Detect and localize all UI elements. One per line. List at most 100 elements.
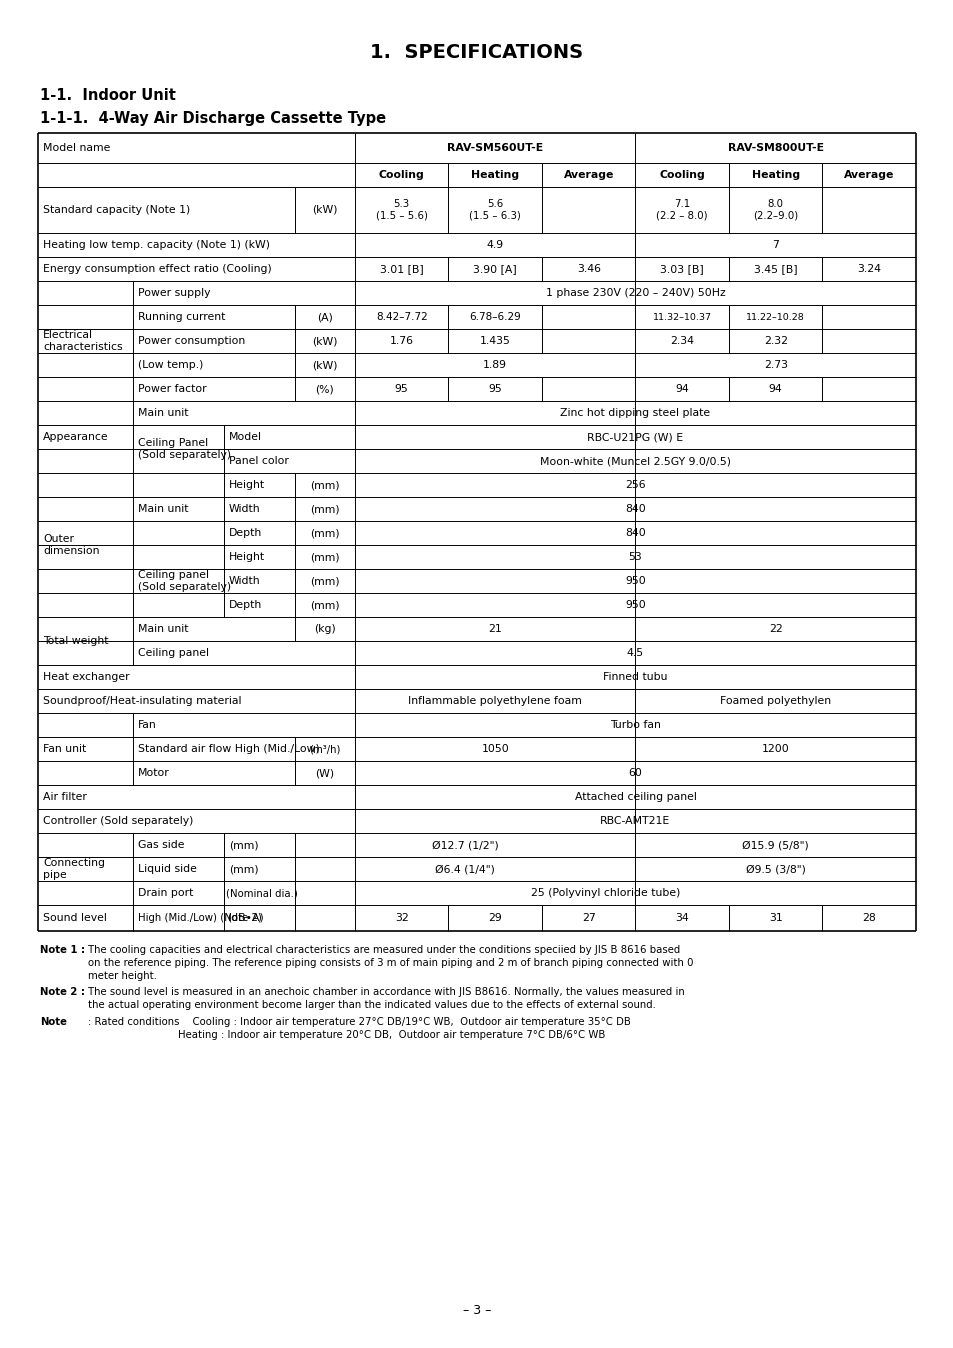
Text: (mm): (mm) (229, 840, 258, 851)
Text: 3.24: 3.24 (857, 264, 881, 274)
Text: 11.32–10.37: 11.32–10.37 (652, 313, 711, 322)
Text: 3.46: 3.46 (577, 264, 600, 274)
Text: 5.6
(1.5 – 6.3): 5.6 (1.5 – 6.3) (469, 200, 520, 221)
Text: Running current: Running current (138, 311, 225, 322)
Text: 256: 256 (624, 480, 645, 491)
Text: 28: 28 (862, 913, 875, 923)
Text: (mm): (mm) (310, 551, 339, 562)
Text: Electrical
characteristics: Electrical characteristics (43, 330, 123, 352)
Text: Height: Height (229, 480, 265, 491)
Text: (dB•A): (dB•A) (227, 913, 263, 923)
Text: 1-1.  Indoor Unit: 1-1. Indoor Unit (40, 88, 175, 102)
Text: 7: 7 (772, 240, 779, 249)
Text: Soundproof/Heat-insulating material: Soundproof/Heat-insulating material (43, 696, 241, 706)
Text: (mm): (mm) (310, 600, 339, 611)
Text: High (Mid./Low) (Note 2): High (Mid./Low) (Note 2) (138, 913, 262, 923)
Text: Controller (Sold separately): Controller (Sold separately) (43, 816, 193, 826)
Text: (kW): (kW) (312, 205, 337, 214)
Text: Width: Width (229, 504, 260, 514)
Text: Ø6.4 (1/4"): Ø6.4 (1/4") (435, 864, 495, 874)
Text: Ø12.7 (1/2"): Ø12.7 (1/2") (432, 840, 498, 851)
Text: 1.435: 1.435 (479, 336, 510, 346)
Text: on the reference piping. The reference piping consists of 3 m of main piping and: on the reference piping. The reference p… (88, 958, 693, 968)
Text: 2.32: 2.32 (763, 336, 787, 346)
Text: Motor: Motor (138, 768, 170, 778)
Text: Main unit: Main unit (138, 408, 189, 418)
Text: 1-1-1.  4-Way Air Discharge Cassette Type: 1-1-1. 4-Way Air Discharge Cassette Type (40, 111, 386, 125)
Text: Gas side: Gas side (138, 840, 184, 851)
Text: Ceiling Panel
(Sold separately): Ceiling Panel (Sold separately) (138, 438, 231, 460)
Text: Width: Width (229, 576, 260, 586)
Text: (Nominal dia.): (Nominal dia.) (226, 888, 297, 898)
Text: Heating : Indoor air temperature 20°C DB,  Outdoor air temperature 7°C DB/6°C WB: Heating : Indoor air temperature 20°C DB… (178, 1030, 605, 1041)
Text: The sound level is measured in an anechoic chamber in accordance with JIS B8616.: The sound level is measured in an anecho… (88, 987, 684, 998)
Text: Cooling: Cooling (659, 170, 704, 181)
Text: Outer
dimension: Outer dimension (43, 534, 99, 555)
Text: 840: 840 (624, 528, 645, 538)
Text: 32: 32 (395, 913, 408, 923)
Text: 1 phase 230V (220 – 240V) 50Hz: 1 phase 230V (220 – 240V) 50Hz (545, 288, 724, 298)
Text: Power factor: Power factor (138, 384, 207, 394)
Text: 1200: 1200 (761, 744, 789, 754)
Text: 1.76: 1.76 (390, 336, 414, 346)
Text: Ceiling panel
(Sold separately): Ceiling panel (Sold separately) (138, 570, 231, 592)
Text: 95: 95 (488, 384, 501, 394)
Text: 3.90 [A]: 3.90 [A] (473, 264, 517, 274)
Text: 1.  SPECIFICATIONS: 1. SPECIFICATIONS (370, 43, 583, 62)
Text: (kg): (kg) (314, 624, 335, 634)
Text: 8.42–7.72: 8.42–7.72 (375, 311, 427, 322)
Text: (W): (W) (315, 768, 335, 778)
Text: 1050: 1050 (481, 744, 509, 754)
Text: Average: Average (563, 170, 614, 181)
Text: Note 2 :: Note 2 : (40, 987, 85, 998)
Text: 950: 950 (624, 576, 645, 586)
Text: 4.5: 4.5 (626, 648, 643, 658)
Text: 6.78–6.29: 6.78–6.29 (469, 311, 520, 322)
Text: 21: 21 (488, 624, 501, 634)
Text: 60: 60 (628, 768, 641, 778)
Text: Finned tubu: Finned tubu (602, 673, 667, 682)
Text: (Low temp.): (Low temp.) (138, 360, 203, 369)
Text: Model: Model (229, 431, 262, 442)
Text: Fan unit: Fan unit (43, 744, 86, 754)
Text: (mm): (mm) (229, 864, 258, 874)
Text: Standard air flow High (Mid./Low): Standard air flow High (Mid./Low) (138, 744, 319, 754)
Text: Power supply: Power supply (138, 288, 211, 298)
Text: Energy consumption effect ratio (Cooling): Energy consumption effect ratio (Cooling… (43, 264, 272, 274)
Text: (mm): (mm) (310, 576, 339, 586)
Text: Height: Height (229, 551, 265, 562)
Text: RAV-SM560UT-E: RAV-SM560UT-E (447, 143, 543, 154)
Text: 27: 27 (581, 913, 595, 923)
Text: 3.03 [B]: 3.03 [B] (659, 264, 703, 274)
Text: Fan: Fan (138, 720, 156, 731)
Text: RBC-AMT21E: RBC-AMT21E (599, 816, 670, 826)
Text: Attached ceiling panel: Attached ceiling panel (574, 793, 696, 802)
Text: RBC-U21PG (W) E: RBC-U21PG (W) E (587, 431, 683, 442)
Text: 4.9: 4.9 (486, 240, 503, 249)
Text: (mm): (mm) (310, 528, 339, 538)
Text: (kW): (kW) (312, 360, 337, 369)
Text: 840: 840 (624, 504, 645, 514)
Text: Note: Note (40, 1016, 67, 1027)
Text: 94: 94 (675, 384, 688, 394)
Text: Zinc hot dipping steel plate: Zinc hot dipping steel plate (559, 408, 710, 418)
Text: Heating low temp. capacity (Note 1) (kW): Heating low temp. capacity (Note 1) (kW) (43, 240, 270, 249)
Text: Average: Average (843, 170, 894, 181)
Text: Model name: Model name (43, 143, 111, 154)
Text: 2.34: 2.34 (670, 336, 694, 346)
Text: 95: 95 (395, 384, 408, 394)
Text: RAV-SM800UT-E: RAV-SM800UT-E (727, 143, 822, 154)
Text: (mm): (mm) (310, 504, 339, 514)
Text: (kW): (kW) (312, 336, 337, 346)
Text: 11.22–10.28: 11.22–10.28 (745, 313, 804, 322)
Text: : Rated conditions    Cooling : Indoor air temperature 27°C DB/19°C WB,  Outdoor: : Rated conditions Cooling : Indoor air … (88, 1016, 630, 1027)
Text: Heating: Heating (751, 170, 799, 181)
Text: Air filter: Air filter (43, 793, 87, 802)
Text: 22: 22 (768, 624, 781, 634)
Text: Ø15.9 (5/8"): Ø15.9 (5/8") (741, 840, 808, 851)
Text: (A): (A) (316, 311, 333, 322)
Text: Ceiling panel: Ceiling panel (138, 648, 209, 658)
Text: 29: 29 (488, 913, 501, 923)
Text: (m³/h): (m³/h) (309, 744, 340, 754)
Text: Main unit: Main unit (138, 624, 189, 634)
